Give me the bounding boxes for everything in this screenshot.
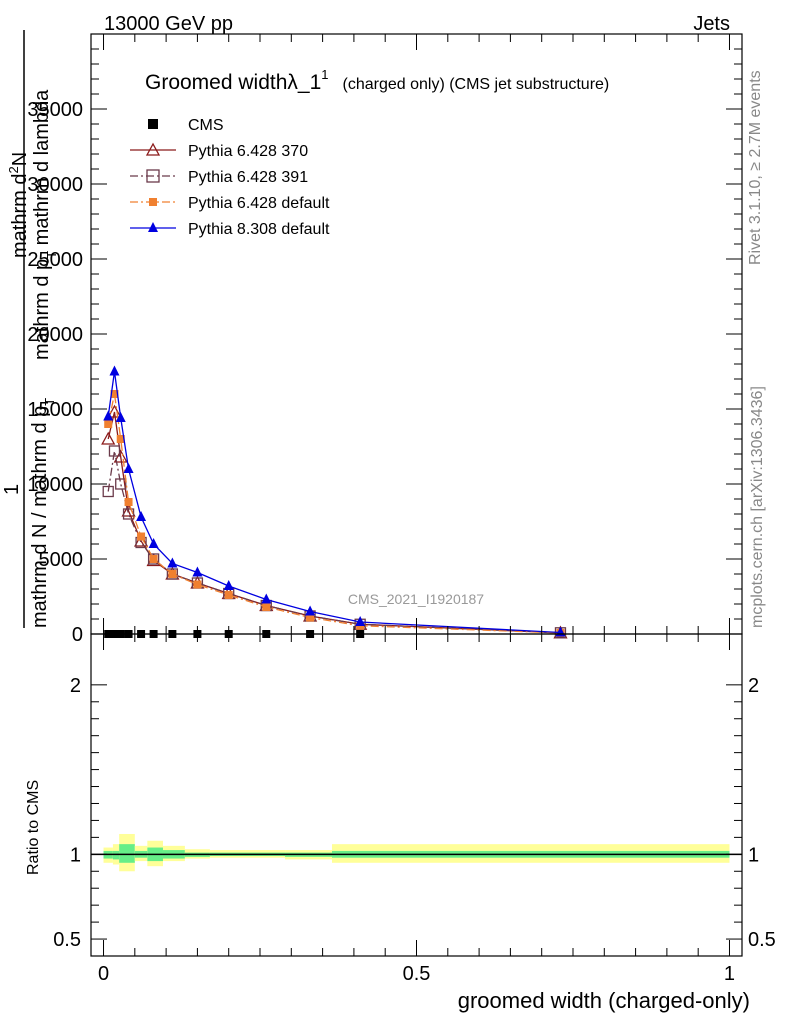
ratio-tick-label-right: 2 — [748, 675, 759, 697]
series-2-point — [166, 568, 179, 580]
legend-label: CMS — [188, 117, 224, 134]
y-tick-label: 30000 — [27, 174, 83, 196]
series-3-point — [104, 420, 113, 428]
legend-marker — [146, 169, 160, 183]
series-3-point — [193, 580, 202, 589]
analysis-watermark: CMS_2021_I1920187 — [348, 591, 484, 607]
ratio-band-inner-1 — [112, 850, 120, 860]
x-tick-label: 0 — [98, 963, 109, 985]
series-4-point — [123, 463, 134, 473]
title-main: Groomed width — [145, 71, 287, 94]
legend-label: Pythia 6.428 default — [188, 195, 330, 212]
series-3-point — [306, 613, 315, 622]
series-3-line — [107, 393, 561, 634]
ylabel-numer1-sup: 2 — [6, 166, 21, 173]
svg-text:mathrm d pT mathrm d lambda: mathrm d pT mathrm d lambda — [31, 89, 59, 360]
series-4-point — [103, 410, 114, 421]
series-2-point — [102, 485, 114, 498]
ylabel-denom-sub: T — [42, 398, 57, 406]
series-3-point — [137, 532, 146, 541]
legend-marker — [149, 198, 157, 206]
series-3-point — [149, 555, 158, 563]
chart-title: Groomed widthλ_11 (charged only) (CMS jet… — [145, 67, 609, 94]
series-3-point — [224, 591, 233, 599]
ratio-band-inner-2 — [119, 844, 135, 863]
axes-layer: 0 5000 10000 15000 20000 25000 30000 35000 0 0.5 1… — [27, 33, 776, 985]
x-axis-label: groomed width (charged-only) — [458, 988, 750, 1013]
x-tick-label: 1 — [724, 963, 735, 985]
series-4-point — [305, 605, 316, 616]
ylabel-numer1-tail: N — [9, 152, 31, 166]
series-4-point — [167, 557, 178, 568]
ratio-uncertainty-bands — [103, 833, 730, 872]
legend-marker — [148, 222, 158, 232]
ylabel-numer2-tail: mathrm d lambda — [31, 89, 53, 251]
legend-entry: CMS — [148, 117, 224, 134]
y-tick-label: 10000 — [27, 474, 83, 496]
legend-entry: Pythia 6.428 370 — [130, 142, 308, 160]
svg-text:mathrm d2N: mathrm d2N — [6, 152, 31, 258]
y-tick-label: 5000 — [39, 549, 84, 571]
source-label: mcplots.cern.ch [arXiv:1306.3436] — [749, 386, 766, 628]
header-right: Jets — [693, 13, 730, 35]
ylabel-numer2-sub: T — [44, 251, 59, 259]
series-4-point — [148, 538, 159, 548]
title-tail: (charged only) (CMS jet substructure) — [343, 76, 610, 93]
series-1-point — [101, 431, 116, 445]
legend: CMS Pythia 6.428 370 Pythia 6.428 391 Pythi… — [130, 117, 330, 238]
series-4-point — [355, 616, 366, 626]
y-tick-label: 20000 — [27, 324, 83, 346]
ratio-frame — [90, 633, 743, 957]
series-4-point — [109, 365, 120, 376]
series-2-line — [107, 450, 561, 634]
ratio-tick-label: 1 — [70, 844, 81, 866]
ratio-tick-label: 2 — [70, 675, 81, 697]
ratio-tick-label: 0.5 — [53, 929, 81, 951]
legend-entry: Pythia 6.428 391 — [130, 169, 308, 186]
x-tick-label: 0.5 — [403, 963, 431, 985]
legend-entry: Pythia 6.428 default — [130, 195, 330, 212]
legend-label: Pythia 6.428 370 — [188, 143, 308, 160]
series-3-point — [124, 498, 133, 506]
series-4-point — [223, 580, 234, 590]
ratio-tick-label-right: 0.5 — [748, 929, 776, 951]
y-tick-label: 0 — [72, 624, 83, 646]
series-3-point — [116, 435, 125, 443]
series-3-point — [168, 570, 177, 578]
series-3-point — [110, 390, 119, 398]
legend-marker — [148, 119, 158, 129]
series-2-point — [108, 445, 121, 457]
series-2-point — [122, 508, 135, 520]
legend-label: Pythia 8.308 default — [188, 221, 330, 238]
title-lambda: λ_1 — [287, 71, 321, 94]
series-3-point — [262, 603, 271, 611]
series-4-point — [115, 412, 126, 422]
series-4-point — [136, 511, 147, 521]
main-series-layer — [101, 365, 568, 639]
ratio-ylabel: Ratio to CMS — [25, 780, 42, 875]
ylabel-numer2: mathrm d p — [31, 259, 53, 360]
series-1-line — [107, 411, 561, 634]
series-4-line — [107, 371, 561, 634]
title-sup: 1 — [321, 67, 328, 82]
rivet-label: Rivet 3.1.10, ≥ 2.7M events — [747, 70, 764, 265]
y-tick-label: 15000 — [27, 399, 83, 421]
series-4-point — [261, 593, 272, 604]
legend-label: Pythia 6.428 391 — [188, 169, 308, 186]
ylabel-numer1: mathrm d — [9, 174, 31, 258]
y-tick-label: 25000 — [27, 249, 83, 271]
legend-marker — [145, 142, 161, 156]
series-4-point — [192, 566, 203, 577]
series-2-point — [147, 553, 160, 565]
ratio-tick-label-right: 1 — [748, 844, 759, 866]
svg-text:mathrm d N / mathrm d pT: mathrm d N / mathrm d pT — [29, 398, 57, 628]
ylabel-denom: mathrm d N / mathrm d p — [29, 406, 51, 628]
ylabel-frac-left: 1 — [1, 484, 23, 495]
y-tick-label: 35000 — [27, 99, 83, 121]
main-ylabel: mathrm d2N mathrm d pT mathrm d lambda 1… — [1, 30, 59, 628]
header-left: 13000 GeV pp — [104, 13, 233, 35]
series-2-point — [115, 478, 127, 490]
legend-entry: Pythia 8.308 default — [130, 221, 330, 238]
